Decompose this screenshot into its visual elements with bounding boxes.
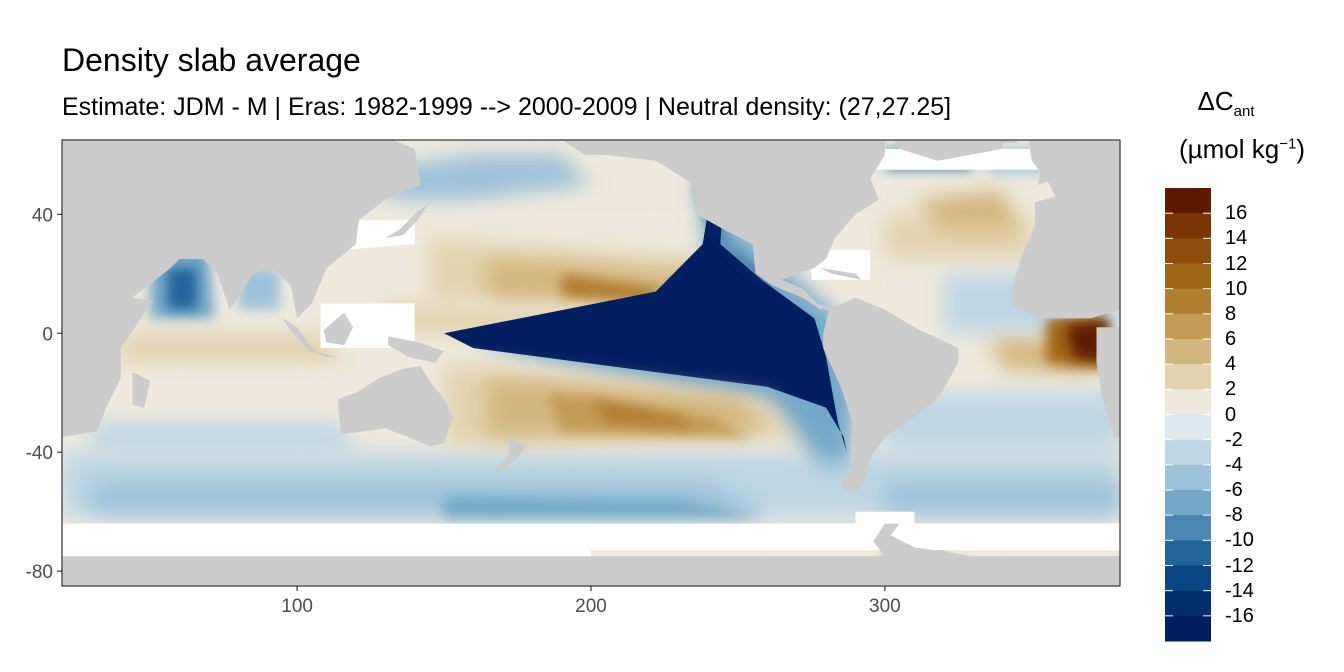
x-tick-label: 300	[869, 596, 901, 617]
legend-label: -4	[1225, 453, 1243, 476]
legend-label: 8	[1225, 302, 1237, 325]
y-tick-label: 0	[42, 324, 53, 345]
legend-label: -14	[1225, 579, 1254, 602]
ocean-field	[120, 333, 342, 363]
land-mass	[823, 297, 959, 494]
legend-swatch	[1165, 590, 1211, 617]
ocean-field	[444, 496, 768, 518]
land-mass	[1011, 140, 1120, 319]
land-mass	[282, 318, 339, 358]
legend-label: -10	[1225, 529, 1254, 552]
land-mass	[561, 140, 885, 280]
ocean-field	[884, 392, 1120, 453]
map-panel	[62, 140, 1120, 586]
x-tick-label: 200	[575, 596, 607, 617]
land-mass	[323, 312, 353, 346]
chart-subtitle: Estimate: JDM - M | Eras: 1982-1999 --> …	[62, 93, 952, 121]
land-mass	[873, 523, 974, 557]
land-mass	[494, 437, 527, 470]
y-tick-label: -40	[26, 443, 53, 464]
legend-swatch	[1165, 565, 1211, 592]
legend-label: -6	[1225, 479, 1243, 501]
land-mass	[385, 202, 430, 239]
legend-swatch	[1165, 540, 1211, 566]
ocean-field	[884, 481, 1120, 512]
land-mass	[132, 208, 356, 319]
legend-swatch	[1165, 288, 1211, 315]
land-mass	[755, 273, 832, 310]
legend-swatch	[1165, 188, 1211, 214]
legend-label: 6	[1225, 328, 1237, 350]
legend-swatch	[1165, 364, 1211, 390]
legend-label: -2	[1225, 428, 1243, 451]
legend-swatch	[1165, 213, 1211, 239]
land-mass	[338, 366, 453, 447]
legend-label: 10	[1225, 277, 1248, 300]
legend-label: 2	[1225, 378, 1237, 401]
ocean-field	[167, 267, 198, 310]
land-mass	[993, 140, 1018, 143]
legend-colorbar	[1165, 188, 1211, 642]
ocean-fields	[62, 148, 1120, 557]
legend-swatch	[1165, 464, 1211, 491]
legend-swatch	[1165, 263, 1211, 290]
legend-swatch	[1165, 490, 1211, 516]
legend-label: 14	[1225, 227, 1248, 250]
legend-label: -8	[1225, 504, 1243, 527]
land-mass	[62, 556, 1120, 586]
legend-label: -16	[1225, 604, 1254, 627]
legend-swatch	[1165, 313, 1211, 340]
ocean-field	[444, 169, 847, 453]
legend-swatch	[1165, 389, 1211, 415]
land-mass	[132, 371, 151, 408]
chart-title: Density slab average	[62, 42, 361, 78]
legend-swatch	[1165, 515, 1211, 541]
legend-label: 16	[1225, 202, 1248, 225]
land-mass	[820, 267, 862, 280]
legend-swatch	[1165, 439, 1211, 466]
legend-label: 0	[1225, 403, 1237, 426]
land-mass	[1096, 327, 1120, 438]
no-data-area	[62, 550, 591, 557]
legend-swatch	[1165, 414, 1211, 441]
land-mass	[388, 336, 445, 363]
ocean-field	[914, 190, 1018, 230]
ocean-field	[120, 377, 342, 408]
legend-swatch	[1165, 615, 1211, 642]
legend-label: 4	[1225, 353, 1237, 376]
ocean-field	[385, 154, 591, 200]
legend-label: 12	[1225, 252, 1248, 275]
x-tick-label: 100	[281, 596, 313, 617]
no-data-area	[62, 523, 1120, 551]
ocean-field	[591, 398, 694, 429]
y-tick-label: 40	[32, 205, 53, 226]
land-mass	[894, 140, 1003, 161]
legend-swatch	[1165, 238, 1211, 264]
legend-swatch	[1165, 339, 1211, 365]
legend-label: -12	[1225, 554, 1254, 577]
legend-unit: (µmol kg−1)	[1179, 134, 1305, 164]
y-tick-label: -80	[26, 562, 53, 583]
land-mass	[1037, 160, 1056, 185]
land-masses	[62, 140, 1120, 586]
no-data-area	[341, 220, 415, 250]
ocean-field	[91, 422, 356, 453]
legend-title: ΔCant	[1197, 86, 1255, 121]
